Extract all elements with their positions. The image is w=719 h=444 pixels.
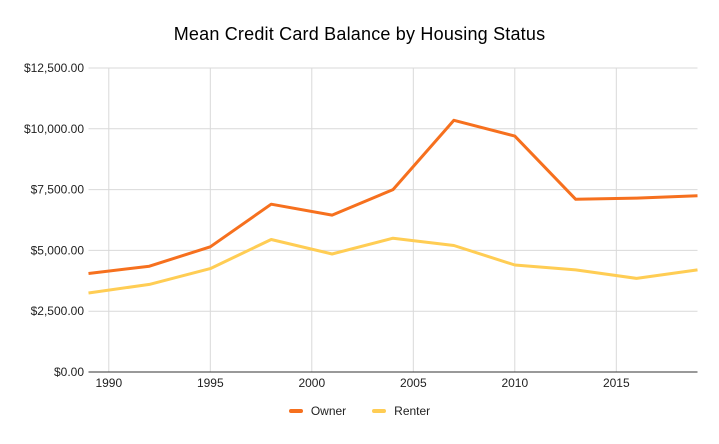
legend-item-owner: Owner <box>288 404 347 418</box>
legend-label: Renter <box>394 404 431 418</box>
y-tick-label: $2,500.00 <box>31 304 85 318</box>
legend-item-renter: Renter <box>372 404 430 418</box>
x-tick-label: 2015 <box>603 376 630 390</box>
y-tick-label: $12,500.00 <box>24 61 84 75</box>
x-tick-label: 1995 <box>197 376 224 390</box>
x-tick-label: 1990 <box>95 376 122 390</box>
y-tick-label: $0.00 <box>54 365 84 379</box>
series-line-owner <box>88 118 698 275</box>
x-tick-label: 2000 <box>298 376 325 390</box>
legend-label: Owner <box>310 404 347 418</box>
legend-swatch-owner <box>288 409 303 413</box>
y-tick-label: $10,000.00 <box>24 122 84 136</box>
x-tick-label: 2005 <box>400 376 427 390</box>
y-tick-label: $7,500.00 <box>31 183 85 197</box>
chart-title: Mean Credit Card Balance by Housing Stat… <box>173 24 546 44</box>
y-tick-label: $5,000.00 <box>31 243 85 257</box>
x-tick-label: 2010 <box>501 376 528 390</box>
series-line-renter <box>88 236 698 295</box>
legend: Owner Renter <box>0 404 719 418</box>
legend-swatch-renter <box>372 409 387 413</box>
